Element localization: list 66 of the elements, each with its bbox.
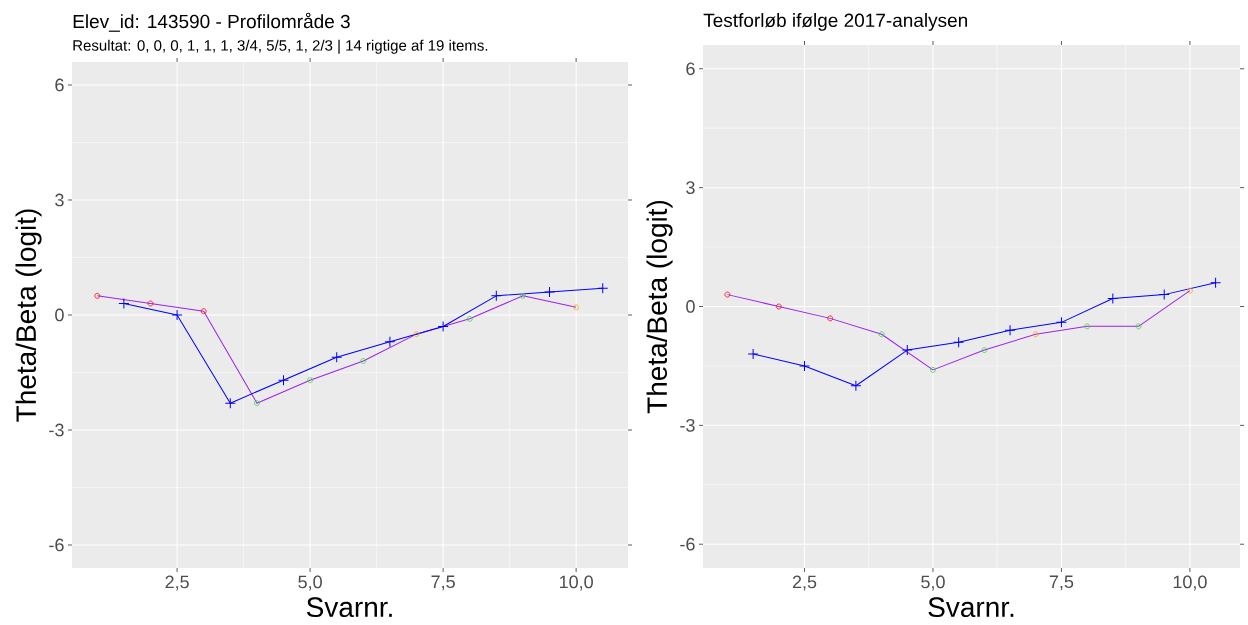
point bbox=[466, 315, 473, 322]
x-tick-label: 2,5 bbox=[792, 575, 817, 591]
x-tick-label: 7,5 bbox=[431, 575, 455, 591]
point bbox=[200, 308, 207, 315]
point bbox=[331, 351, 343, 363]
point bbox=[747, 348, 759, 360]
point bbox=[724, 291, 731, 298]
point bbox=[544, 286, 556, 298]
x-tick-label: 10,0 bbox=[559, 575, 593, 591]
point bbox=[775, 303, 782, 310]
point bbox=[901, 344, 913, 356]
chart-title: Elev_id: 143590 - Profilområde 3 bbox=[73, 12, 350, 32]
x-tick-label: 2,5 bbox=[165, 575, 189, 591]
x-axis-title: Svarnr. bbox=[928, 597, 1014, 618]
point bbox=[981, 347, 988, 353]
point bbox=[930, 366, 936, 373]
y-tick-label: -3 bbox=[680, 418, 695, 432]
x-axis-title: Svarnr. bbox=[306, 597, 392, 618]
point bbox=[953, 336, 965, 348]
x-tick-label: 5,0 bbox=[921, 575, 945, 591]
chart-title: Testforløb ifølge 2017-analysen bbox=[703, 13, 967, 31]
point bbox=[573, 304, 580, 311]
point bbox=[307, 377, 313, 384]
x-tick-label: 5,0 bbox=[298, 575, 322, 591]
point bbox=[384, 336, 396, 348]
point bbox=[1135, 323, 1142, 330]
y-tick-label: 0 bbox=[686, 300, 695, 313]
point bbox=[118, 298, 130, 309]
chart-subtitle: Resultat: 0, 0, 0, 1, 1, 1, 3/4, 5/5, 1, 2/3 | 14 rigtige af 19 items. bbox=[73, 39, 488, 54]
y-axis-title: Theta/Beta (logit) bbox=[646, 200, 673, 414]
x-tick-label: 10,0 bbox=[1173, 575, 1207, 591]
line-series bbox=[724, 287, 1193, 373]
point bbox=[1107, 293, 1119, 305]
y-tick-label: -3 bbox=[49, 423, 64, 437]
point bbox=[1084, 323, 1091, 330]
point bbox=[1187, 287, 1193, 294]
y-tick-label: -6 bbox=[49, 538, 64, 552]
y-axis-title: Theta/Beta (logit) bbox=[15, 209, 42, 422]
point bbox=[94, 292, 101, 299]
point bbox=[278, 374, 289, 386]
point bbox=[147, 300, 154, 307]
point bbox=[1032, 331, 1039, 338]
y-tick-label: 3 bbox=[55, 193, 64, 207]
y-tick-label: 6 bbox=[55, 78, 64, 92]
point bbox=[850, 380, 862, 392]
x-tick-label: 7,5 bbox=[1049, 575, 1074, 591]
y-tick-label: 0 bbox=[55, 308, 64, 322]
point bbox=[597, 282, 609, 294]
point bbox=[827, 315, 834, 322]
point bbox=[413, 331, 420, 338]
point bbox=[878, 331, 885, 338]
point bbox=[1158, 289, 1170, 301]
point bbox=[1210, 277, 1222, 289]
point bbox=[224, 397, 236, 409]
point bbox=[799, 360, 810, 372]
y-tick-label: 3 bbox=[686, 181, 695, 195]
point bbox=[520, 292, 526, 299]
point bbox=[1004, 324, 1016, 336]
point bbox=[253, 400, 260, 407]
point bbox=[490, 290, 502, 302]
y-tick-label: -6 bbox=[680, 537, 695, 551]
point bbox=[1055, 316, 1067, 328]
point bbox=[360, 358, 367, 364]
y-tick-label: 6 bbox=[686, 62, 695, 76]
point bbox=[171, 309, 183, 321]
point bbox=[437, 321, 449, 332]
